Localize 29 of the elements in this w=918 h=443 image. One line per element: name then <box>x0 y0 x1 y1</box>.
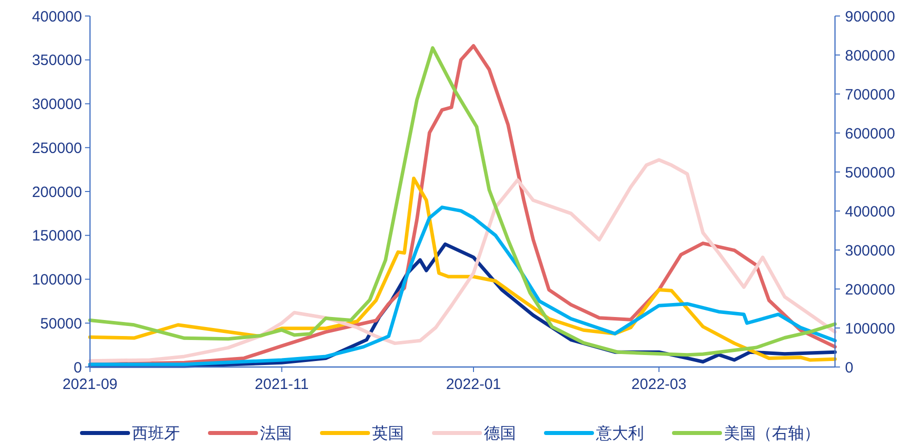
legend-label: 德国 <box>484 426 516 443</box>
y-tick-label: 200000 <box>32 184 82 201</box>
y2-tick-label: 700000 <box>845 86 896 104</box>
y2-tick-label: 900000 <box>845 8 896 26</box>
y-tick-label: 300000 <box>32 96 82 113</box>
y2-tick-label: 200000 <box>845 281 896 298</box>
legend-label: 美国（右轴） <box>724 424 820 443</box>
y2-tick-label: 500000 <box>845 164 896 182</box>
x-tick-label: 2021-09 <box>62 376 118 393</box>
y-tick-label: 0 <box>74 359 82 376</box>
y2-tick-label: 800000 <box>845 47 896 64</box>
x-tick-label: 2022-01 <box>446 376 502 393</box>
y2-tick-label: 0 <box>845 359 854 376</box>
y-tick-label: 400000 <box>32 8 82 26</box>
y-tick-label: 250000 <box>32 140 82 157</box>
y-tick-label: 50000 <box>40 315 82 332</box>
x-tick-label: 2021-11 <box>254 376 309 393</box>
legend-label: 西班牙 <box>132 424 180 443</box>
legend-label: 意大利 <box>595 424 644 443</box>
y2-tick-label: 600000 <box>845 125 896 142</box>
y-tick-label: 350000 <box>32 52 82 70</box>
y2-tick-label: 300000 <box>845 242 896 260</box>
y2-tick-label: 400000 <box>845 203 896 220</box>
x-tick-label: 2022-03 <box>631 376 686 393</box>
y2-tick-label: 100000 <box>845 320 896 338</box>
y-tick-label: 150000 <box>32 228 82 245</box>
y-tick-label: 100000 <box>32 272 82 288</box>
legend-label: 法国 <box>260 424 292 443</box>
legend-label: 英国 <box>372 424 404 443</box>
